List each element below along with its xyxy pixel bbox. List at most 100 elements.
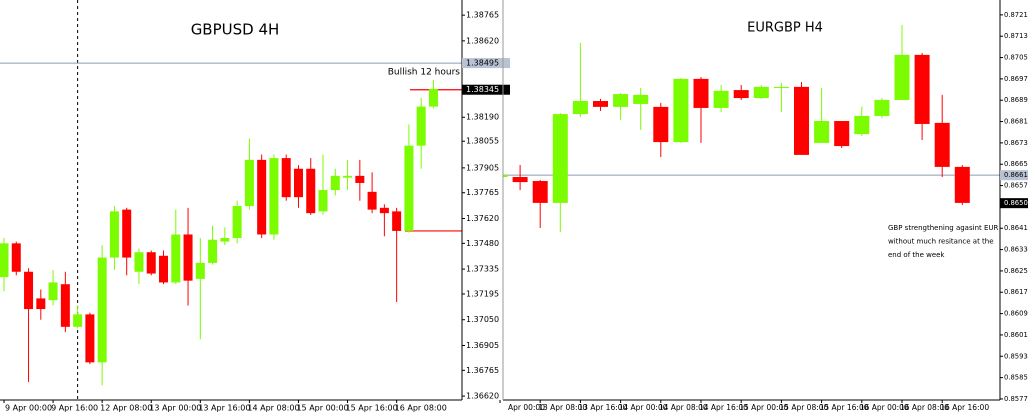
candle-body: [208, 239, 218, 263]
candle-body: [269, 158, 279, 235]
candle-body: [874, 99, 890, 116]
candle-body: [73, 314, 83, 327]
y-tick-label: 1.36620: [466, 392, 499, 401]
candle-body: [97, 257, 107, 363]
plot-area: [503, 25, 1000, 232]
x-tick-label: 16 Apr 08:00: [900, 403, 949, 412]
annotation: end of the week: [888, 251, 945, 259]
chart-title: GBPUSD 4H: [191, 21, 280, 39]
y-tick-label: 0.86015: [1004, 331, 1028, 339]
current-price-label: 0.86509: [1004, 199, 1028, 207]
candle-body: [954, 166, 970, 203]
candle-body: [693, 78, 709, 108]
y-tick-label: 0.87215: [1004, 11, 1028, 19]
y-tick-label: 0.86895: [1004, 96, 1028, 104]
hline-price-box: [462, 58, 510, 69]
candle-body: [293, 168, 303, 198]
y-tick-label: 1.37765: [466, 188, 499, 197]
candle-body: [0, 243, 9, 278]
x-tick-label: 13 Apr 08:00: [538, 403, 587, 412]
annotation: without much resitance at the: [888, 238, 994, 246]
y-tick-label: 1.37905: [466, 163, 499, 172]
candle-body: [552, 114, 568, 203]
x-tick-label: 14 Apr 00:00: [619, 403, 668, 412]
y-tick-label: 1.37620: [466, 214, 499, 223]
candle-body: [257, 159, 267, 235]
candle-body: [220, 238, 230, 242]
annotation: GBP strengthening agasint EUR: [888, 224, 999, 232]
y-tick-label: 1.36905: [466, 341, 499, 350]
y-tick-label: 0.86655: [1004, 160, 1028, 168]
current-price-label: 1.38345: [466, 85, 499, 94]
x-tick-label: 13 Apr 16:00: [198, 404, 250, 413]
y-tick-label: 1.38190: [466, 113, 499, 122]
y-tick-label: 1.37050: [466, 315, 499, 324]
x-tick-label: 13 Apr 16:00: [578, 403, 627, 412]
candle-body: [934, 122, 950, 167]
x-tick-label: 13 Apr 00:00: [149, 404, 201, 413]
y-tick-label: 0.86095: [1004, 310, 1028, 318]
candle-body: [593, 101, 608, 107]
candle-body: [416, 106, 426, 146]
y-tick-label: 0.85855: [1004, 374, 1028, 382]
candle-body: [572, 101, 588, 115]
candle-body: [613, 94, 629, 107]
y-tick-label: 1.38765: [466, 11, 499, 20]
candle-body: [232, 206, 242, 239]
candle-body: [355, 175, 365, 183]
y-tick-label: 0.86815: [1004, 118, 1028, 126]
y-tick-label: 1.38620: [466, 36, 499, 45]
candle-body: [367, 191, 377, 210]
candle-body: [122, 209, 132, 258]
candle-body: [134, 252, 144, 272]
candle-body: [195, 262, 205, 279]
y-tick-label: 0.86415: [1004, 224, 1028, 232]
candle-body: [36, 298, 46, 310]
candle-body: [24, 271, 34, 310]
candle-body: [914, 54, 930, 124]
y-tick-label: 0.87055: [1004, 54, 1028, 62]
candle-body: [673, 78, 689, 143]
y-tick-label: 0.87135: [1004, 32, 1028, 40]
candle-body: [392, 211, 402, 231]
candle-body: [60, 284, 70, 327]
y-tick-label: 0.86175: [1004, 288, 1028, 296]
candle-body: [379, 207, 389, 214]
candle-body: [109, 211, 119, 258]
candle-body: [85, 314, 95, 363]
y-tick-label: 1.37195: [466, 289, 499, 298]
hline-price-label: 1.38495: [466, 59, 499, 68]
candle-body: [633, 94, 649, 104]
y-tick-label: 0.86575: [1004, 182, 1028, 190]
candle-body: [773, 86, 789, 88]
candle-body: [894, 54, 910, 100]
x-tick-label: 14 Apr 08:00: [659, 403, 708, 412]
x-tick-label: 15 Apr 00:00: [739, 403, 788, 412]
candle-body: [713, 90, 729, 108]
x-tick-label: 9 Apr 16:00: [51, 404, 98, 413]
x-tick-label: 15 Apr 16:00: [346, 404, 398, 413]
candle-body: [512, 177, 528, 183]
x-tick-label: Apr 00:00: [508, 403, 545, 412]
x-tick-label: 16 Apr 08:00: [395, 404, 447, 413]
plot-area: [0, 0, 462, 400]
y-tick-label: 0.86335: [1004, 246, 1028, 254]
x-tick-label: 12 Apr 08:00: [100, 404, 152, 413]
candle-body: [794, 86, 809, 155]
candle-body: [48, 282, 58, 301]
candle-body: [733, 90, 749, 99]
candle-body: [753, 86, 769, 99]
annotation: Bullish 12 hours: [388, 68, 461, 78]
current-price-box: [462, 84, 510, 95]
y-tick-label: 0.86735: [1004, 139, 1028, 147]
x-tick-label: 15 Apr 16:00: [820, 403, 869, 412]
candle-body: [318, 190, 328, 212]
candle-body: [159, 255, 169, 283]
x-tick-label: 14 Apr 16:00: [699, 403, 748, 412]
candle-body: [146, 252, 156, 274]
y-tick-label: 0.86255: [1004, 267, 1028, 275]
y-tick-label: 0.85935: [1004, 352, 1028, 360]
